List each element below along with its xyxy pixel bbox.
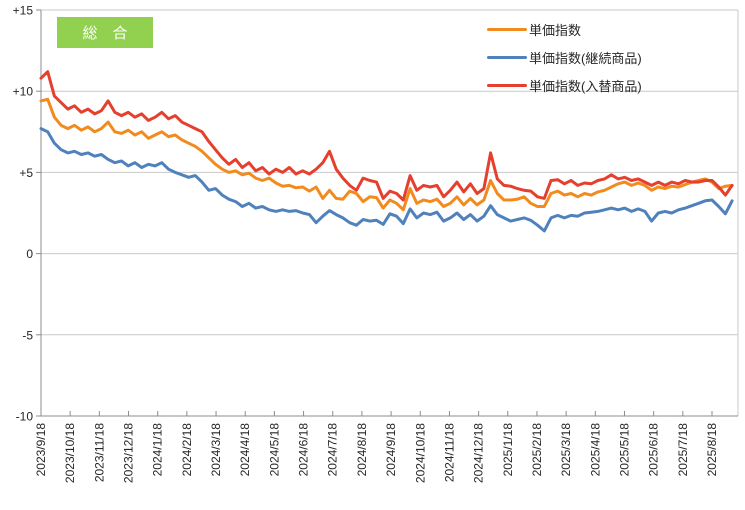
series-line-1 <box>39 127 734 233</box>
series-line-2 <box>39 70 734 202</box>
legend-item-continuing-products: 単価指数(継続商品) <box>487 43 642 71</box>
x-tick-label: 2024/11/18 <box>442 423 456 482</box>
x-tick-label: 2024/1/18 <box>151 423 165 477</box>
x-tick-label: 2024/4/18 <box>238 423 252 477</box>
legend-line-swatch-red <box>487 83 527 87</box>
x-tick-label: 2024/12/18 <box>472 423 486 483</box>
x-tick-label: 2023/12/18 <box>122 423 136 483</box>
legend-item-unit-price-index: 単価指数 <box>487 15 642 43</box>
legend: 単価指数 単価指数(継続商品) 単価指数(入替商品) <box>487 15 642 99</box>
y-tick-label: +15 <box>13 4 34 18</box>
y-tick-label: -10 <box>16 410 34 424</box>
y-tick-label: -5 <box>22 328 33 342</box>
x-tick-label: 2025/1/18 <box>501 423 515 477</box>
x-tick-label: 2025/6/18 <box>647 423 661 477</box>
x-tick-label: 2023/9/18 <box>34 423 48 477</box>
x-tick-label: 2025/8/18 <box>705 423 719 477</box>
legend-line-swatch-orange <box>487 27 527 31</box>
x-tick-label: 2025/4/18 <box>588 423 602 477</box>
chart-title-badge: 総 合 <box>57 17 153 48</box>
x-tick-label: 2025/5/18 <box>617 423 631 477</box>
x-tick-label: 2024/6/18 <box>297 423 311 477</box>
legend-label: 単価指数(入替商品) <box>529 78 642 94</box>
x-tick-label: 2025/3/18 <box>559 423 573 477</box>
x-tick-label: 2024/2/18 <box>180 423 194 477</box>
x-tick-label: 2025/2/18 <box>530 423 544 477</box>
y-tick-label: +10 <box>13 85 34 99</box>
legend-item-replacement-products: 単価指数(入替商品) <box>487 71 642 99</box>
y-tick-label: +5 <box>19 166 33 180</box>
x-tick-label: 2024/7/18 <box>326 423 340 477</box>
legend-label: 単価指数 <box>529 22 582 38</box>
x-tick-label: 2024/5/18 <box>267 423 281 477</box>
x-tick-label: 2024/9/18 <box>384 423 398 477</box>
x-tick-label: 2023/10/18 <box>63 423 77 483</box>
x-tick-label: 2024/8/18 <box>355 423 369 477</box>
x-tick-label: 2023/11/18 <box>92 423 106 482</box>
x-tick-label: 2024/10/18 <box>413 423 427 483</box>
y-tick-label: 0 <box>26 247 33 261</box>
x-tick-label: 2024/3/18 <box>209 423 223 477</box>
series-line-0 <box>39 97 734 212</box>
x-tick-label: 2025/7/18 <box>676 423 690 477</box>
legend-line-swatch-blue <box>487 55 527 59</box>
legend-label: 単価指数(継続商品) <box>529 50 642 66</box>
chart-title-text: 総 合 <box>82 25 128 42</box>
